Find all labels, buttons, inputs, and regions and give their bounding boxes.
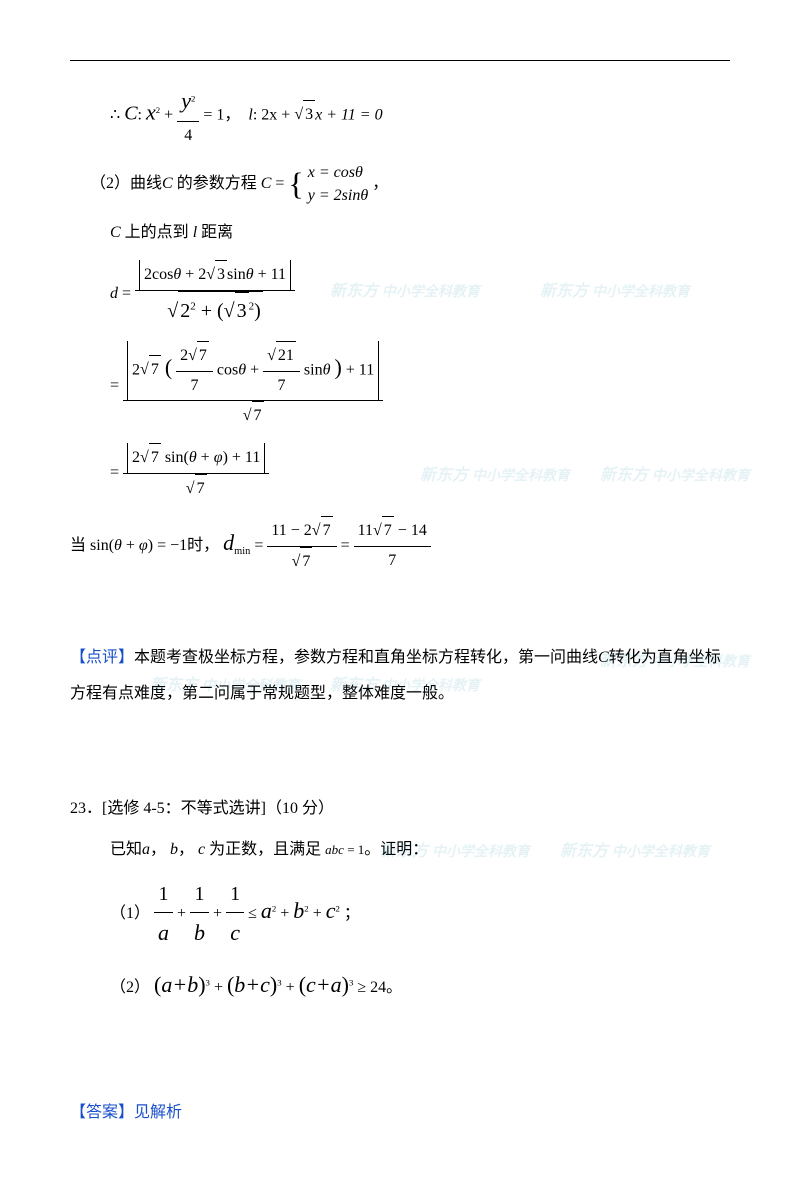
parametric-eq-line: （2）曲线C 的参数方程 C = { x = cosθ y = 2sinθ ，: [70, 162, 730, 207]
brace-icon: {: [288, 166, 303, 202]
distance-intro: C 上的点到 l 距离: [70, 219, 730, 248]
q23-given: 已知a， b， c 为正数，且满足 abc = 1。证明：: [70, 836, 730, 865]
fraction-d3: 27 sin(θ + φ) + 11 7: [123, 443, 269, 504]
dmin-line: 当 sin(θ + φ) = −1时， dmin = 11 − 27 7 = 1…: [70, 516, 730, 577]
curve-C: C: [124, 102, 137, 124]
comment-block: 【点评】本题考查极坐标方程，参数方程和直角坐标方程转化，第一问曲线C转化为直角坐…: [70, 640, 730, 710]
equation-d-line1: d = 2cosθ + 23sinθ + 11 22 + (32): [70, 260, 730, 329]
fraction-y2-4: y2 4: [177, 81, 199, 150]
comment-label: 【点评】: [70, 649, 134, 666]
equation-d-line2: = 27 ( 277 cosθ + 217 sinθ ) + 11 7: [70, 341, 730, 431]
fraction-dmin2: 117 − 14 7: [354, 516, 431, 576]
q23-header: 23．[选修 4-5：不等式选讲]（10 分）: [70, 795, 730, 824]
answer-label: 【答案】: [70, 1104, 134, 1121]
fraction-d1: 2cosθ + 23sinθ + 11 22 + (32): [135, 260, 295, 329]
equation-d-line3: = 27 sin(θ + φ) + 11 7: [70, 443, 730, 504]
answer-block: 【答案】见解析: [70, 1099, 730, 1128]
q23-part2: （2） (a+b)3 + (b+c)3 + (c+a)3 ≥ 24。: [70, 965, 730, 1005]
therefore: ∴: [110, 106, 120, 123]
cases: x = cosθ y = 2sinθ: [308, 162, 368, 207]
equation-curve-line: ∴ C: x2 + y2 4 = 1， l: 2x + 3x + 11 = 0: [70, 81, 730, 150]
fraction-dmin1: 11 − 27 7: [267, 516, 336, 577]
sqrt-3: 3: [294, 100, 315, 130]
q23-part1: （1） 1a + 1b + 1c ≤ a2 + b2 + c2 ；: [70, 876, 730, 953]
top-rule: [70, 60, 730, 61]
fraction-d2: 27 ( 277 cosθ + 217 sinθ ) + 11 7: [123, 341, 383, 431]
